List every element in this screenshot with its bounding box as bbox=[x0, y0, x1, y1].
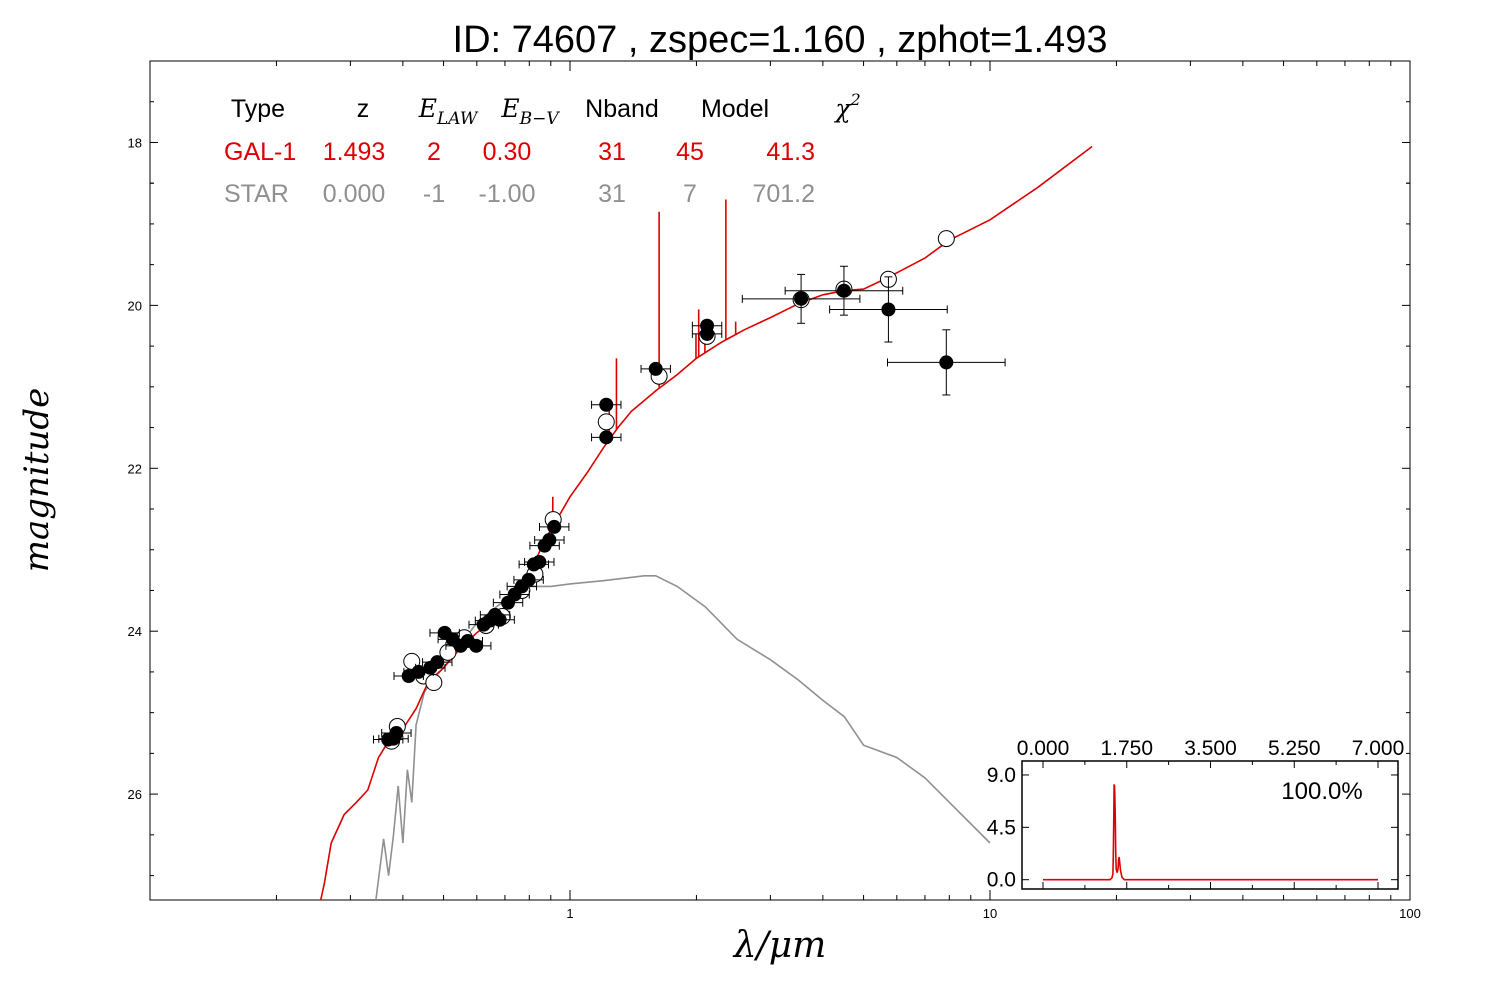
table-cell: 0.30 bbox=[483, 138, 532, 166]
observed-magnitude-point bbox=[542, 532, 557, 547]
observed-magnitude-point bbox=[700, 326, 715, 341]
table-header: Model bbox=[701, 95, 769, 123]
table-cell: 7 bbox=[683, 180, 697, 208]
observed-magnitude-point bbox=[411, 664, 426, 679]
table-header: Type bbox=[231, 95, 285, 123]
pdz-x-tick-label: 5.250 bbox=[1268, 737, 1321, 760]
x-axis: 1 10 100 bbox=[275, 61, 1421, 921]
observed-magnitude-point bbox=[939, 355, 954, 370]
table-cell: 2 bbox=[427, 138, 441, 166]
table-cell: -1.00 bbox=[479, 180, 536, 208]
observed-magnitude-point bbox=[389, 726, 404, 741]
y-axis-label: magnitude bbox=[17, 388, 57, 573]
table-header: Nband bbox=[585, 95, 659, 123]
y-tick-label: 18 bbox=[128, 135, 142, 150]
model-curves bbox=[319, 145, 1093, 900]
table-cell: 1.493 bbox=[323, 138, 386, 166]
table-cell: STAR bbox=[224, 180, 289, 208]
y-tick-label: 24 bbox=[128, 624, 142, 639]
model-magnitude-point bbox=[425, 674, 443, 692]
model-magnitude-point bbox=[937, 230, 955, 248]
table-cell: 0.000 bbox=[323, 180, 386, 208]
y-tick-label: 22 bbox=[128, 461, 142, 476]
table-cell: 41.3 bbox=[766, 138, 815, 166]
table-cell: 31 bbox=[598, 138, 626, 166]
pdz-x-tick-label: 7.000 bbox=[1352, 737, 1405, 760]
observed-magnitude-point bbox=[492, 612, 507, 627]
star-model-curve bbox=[375, 575, 991, 900]
pdz-y-tick-label: 0.0 bbox=[987, 869, 1016, 892]
table-cell: 701.2 bbox=[752, 180, 815, 208]
table-cell: GAL-1 bbox=[224, 138, 296, 166]
pdz-y-tick-label: 4.5 bbox=[987, 816, 1016, 839]
photometry-points bbox=[372, 230, 1006, 750]
observed-magnitude-point bbox=[521, 572, 536, 587]
observed-magnitude-point bbox=[881, 302, 896, 317]
galaxy-model-curve bbox=[319, 145, 1093, 900]
y-axis: 18 20 22 24 26 bbox=[128, 101, 1410, 877]
table-header: ELAW bbox=[418, 94, 479, 129]
observed-magnitude-point bbox=[648, 361, 663, 376]
observed-magnitude-point bbox=[469, 638, 484, 653]
pdz-x-tick-label: 0.000 bbox=[1017, 737, 1070, 760]
y-tick-label: 26 bbox=[128, 787, 142, 802]
fit-summary-table: Type z ELAW EB−V Nband Model χ2 GAL-1 1.493 2 0.30… bbox=[224, 90, 861, 208]
chart-title: ID: 74607 , zspec=1.160 , zphot=1.493 bbox=[453, 19, 1108, 61]
x-tick-label: 100 bbox=[1399, 906, 1421, 921]
model-magnitude-point bbox=[597, 413, 615, 431]
table-header-superscript: 2 bbox=[849, 90, 860, 109]
table-header-subscript: B−V bbox=[519, 109, 561, 129]
table-cell: 45 bbox=[676, 138, 704, 166]
table-header: EB−V bbox=[500, 94, 560, 129]
table-cell: -1 bbox=[423, 180, 445, 208]
y-tick-label: 20 bbox=[128, 298, 142, 313]
table-cell: 31 bbox=[598, 180, 626, 208]
pdz-annotation: 100.0% bbox=[1281, 778, 1362, 805]
observed-magnitude-point bbox=[836, 283, 851, 298]
x-axis-label: λ/μm bbox=[732, 925, 826, 966]
pdz-x-tick-label: 3.500 bbox=[1184, 737, 1237, 760]
table-header-subscript: LAW bbox=[436, 109, 479, 129]
pdz-curve bbox=[1043, 784, 1378, 881]
pdz-x-tick-label: 1.750 bbox=[1100, 737, 1153, 760]
observed-magnitude-point bbox=[794, 291, 809, 306]
model-magnitude-point bbox=[439, 643, 457, 661]
table-header: χ2 bbox=[833, 90, 860, 123]
observed-magnitude-point bbox=[532, 554, 547, 569]
observed-magnitude-point bbox=[599, 397, 614, 412]
table-header: z bbox=[357, 95, 370, 123]
pdz-y-tick-label: 9.0 bbox=[987, 764, 1016, 787]
observed-magnitude-point bbox=[599, 430, 614, 445]
plot-frame bbox=[149, 60, 1411, 901]
pdz-inset: 0.000 1.750 3.500 5.250 7.000 0.0 4.5 9.0 100.0% bbox=[987, 737, 1404, 892]
observed-magnitude-point bbox=[430, 655, 445, 670]
observed-magnitude-point bbox=[547, 519, 562, 534]
x-tick-label: 1 bbox=[566, 906, 573, 921]
x-tick-label: 10 bbox=[983, 906, 997, 921]
